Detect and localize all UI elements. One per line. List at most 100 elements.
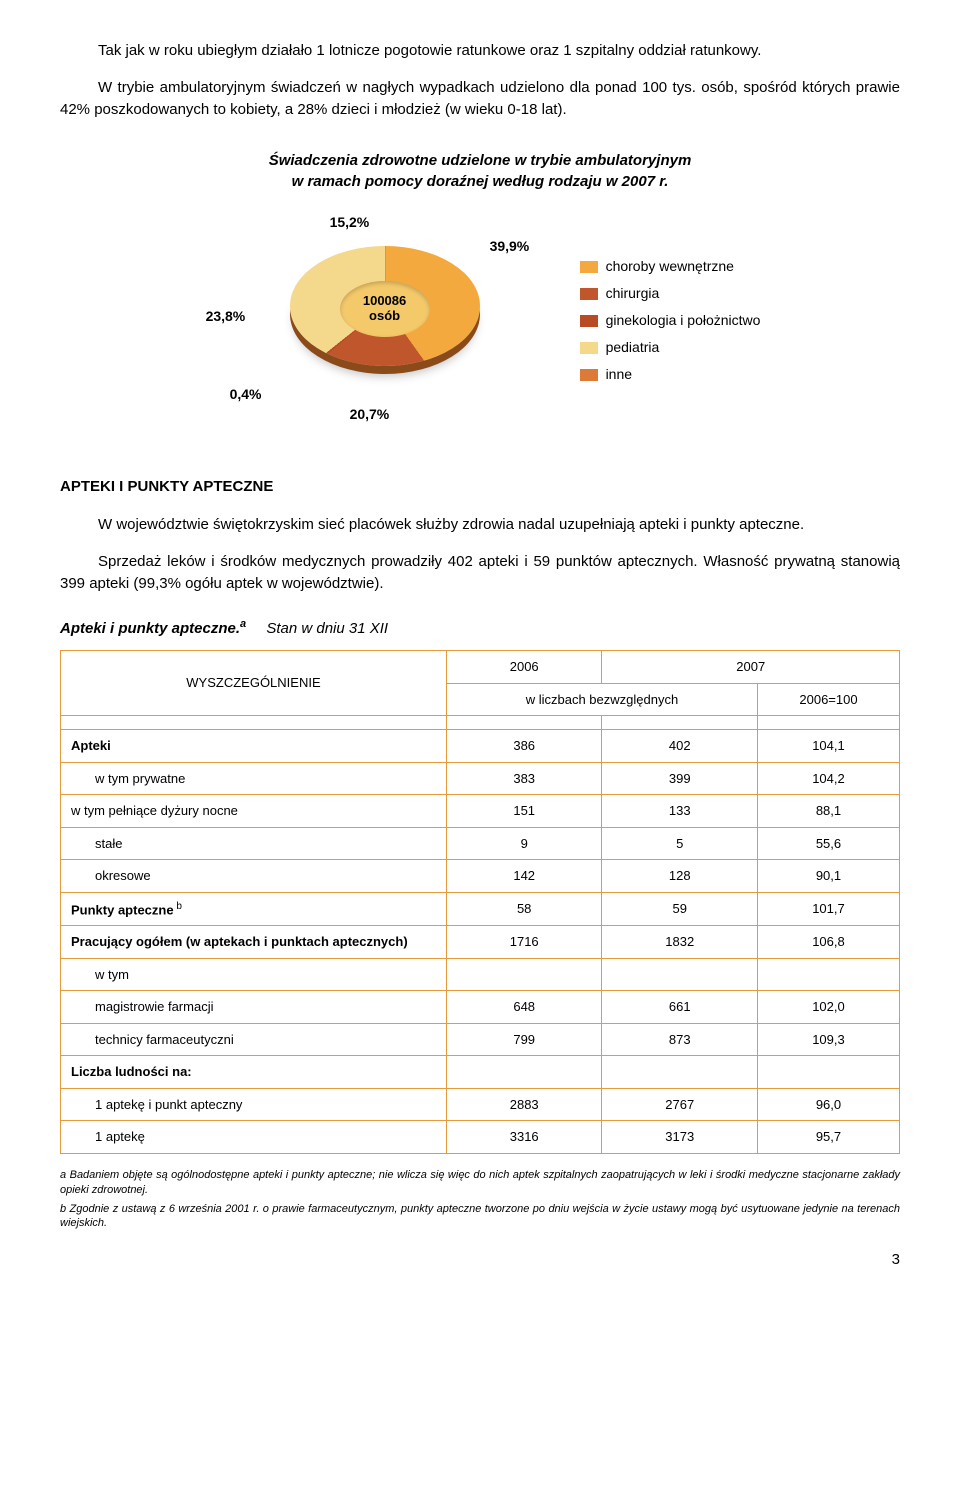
footnote-a: a Badaniem objęte są ogólnodostępne apte… [60,1168,900,1198]
cell-2006: 1716 [446,926,602,959]
table-title: Apteki i punkty apteczne.a Stan w dniu 3… [60,616,900,641]
table-title-text: Apteki i punkty apteczne. [60,620,240,637]
cell-2007: 59 [602,892,758,926]
cell-2007: 2767 [602,1088,758,1121]
footnote-a-text: a Badaniem objęte są ogólnodostępne apte… [60,1169,900,1196]
row-label: w tym pełniące dyżury nocne [61,795,447,828]
legend-item: pediatria [580,337,761,358]
cell-2006: 151 [446,795,602,828]
th-index: 2006=100 [757,683,899,716]
cell-2006: 2883 [446,1088,602,1121]
table-row: w tym prywatne383399104,2 [61,762,900,795]
th-liczby-bezwzgledne: w liczbach bezwzględnych [446,683,757,716]
legend-swatch [580,315,598,327]
legend-swatch [580,342,598,354]
table-row: Apteki386402104,1 [61,730,900,763]
legend-label: choroby wewnętrzne [606,256,734,277]
table-row: w tym [61,958,900,991]
cell-2007 [602,1056,758,1089]
table-title-note: Stan w dniu 31 XII [266,620,388,637]
cell-index [757,958,899,991]
legend-label: ginekologia i położnictwo [606,310,761,331]
legend-label: pediatria [606,337,660,358]
th-wyszczegolnienie: WYSZCZEGÓLNIENIE [61,651,447,716]
legend-item: ginekologia i położnictwo [580,310,761,331]
table-row: Liczba ludności na: [61,1056,900,1089]
legend-label: inne [606,364,632,385]
chart-title: Świadczenia zdrowotne udzielone w trybie… [60,150,900,192]
row-label: w tym [61,958,447,991]
cell-index: 90,1 [757,860,899,893]
legend-swatch [580,288,598,300]
section2-paragraph-2: Sprzedaż leków i środków medycznych prow… [60,551,900,596]
table-row: stałe9555,6 [61,827,900,860]
cell-2007 [602,958,758,991]
cell-2007: 5 [602,827,758,860]
row-label: magistrowie farmacji [61,991,447,1024]
cell-2007: 661 [602,991,758,1024]
row-label: Liczba ludności na: [61,1056,447,1089]
pie-label-238: 23,8% [206,306,246,327]
footnotes: a Badaniem objęte są ogólnodostępne apte… [60,1168,900,1231]
row-label: 1 aptekę [61,1121,447,1154]
row-label: okresowe [61,860,447,893]
legend-label: chirurgia [606,283,660,304]
cell-2006: 58 [446,892,602,926]
cell-2007: 873 [602,1023,758,1056]
legend-item: choroby wewnętrzne [580,256,761,277]
legend-swatch [580,261,598,273]
intro-paragraph-2: W trybie ambulatoryjnym świadczeń w nagł… [60,77,900,122]
table-row: technicy farmaceutyczni799873109,3 [61,1023,900,1056]
row-label: 1 aptekę i punkt apteczny [61,1088,447,1121]
row-label: Apteki [61,730,447,763]
table-row: Punkty apteczne b5859101,7 [61,892,900,926]
cell-index: 88,1 [757,795,899,828]
footnote-b: b Zgodnie z ustawą z 6 września 2001 r. … [60,1202,900,1232]
cell-2006: 142 [446,860,602,893]
row-label: Punkty apteczne b [61,892,447,926]
cell-2007: 3173 [602,1121,758,1154]
cell-2006 [446,958,602,991]
chart-title-line2: w ramach pomocy doraźnej według rodzaju … [292,173,669,190]
cell-2006: 9 [446,827,602,860]
row-label: w tym prywatne [61,762,447,795]
cell-index: 109,3 [757,1023,899,1056]
section-heading-apteki: APTEKI I PUNKTY APTECZNE [60,476,900,499]
intro-paragraph-1: Tak jak w roku ubiegłym działało 1 lotni… [60,40,900,63]
cell-2007: 402 [602,730,758,763]
cell-2006: 3316 [446,1121,602,1154]
cell-2006: 648 [446,991,602,1024]
chart-title-line1: Świadczenia zdrowotne udzielone w trybie… [269,152,692,169]
table-title-sup: a [240,618,246,630]
page-number: 3 [60,1249,900,1272]
cell-2006: 386 [446,730,602,763]
row-label: technicy farmaceutyczni [61,1023,447,1056]
pie-center-value: 100086 [363,294,406,309]
pie-chart: 100086 osób 15,2% 39,9% 23,8% 0,4% 20,7%… [60,206,900,436]
row-label: Pracujący ogółem (w aptekach i punktach … [61,926,447,959]
pie-chart-canvas: 100086 osób 15,2% 39,9% 23,8% 0,4% 20,7% [200,206,560,436]
table-row: 1 aptekę i punkt apteczny2883276796,0 [61,1088,900,1121]
cell-index: 101,7 [757,892,899,926]
pie-center-unit: osób [369,309,400,324]
cell-index: 96,0 [757,1088,899,1121]
footnote-b-text: b Zgodnie z ustawą z 6 września 2001 r. … [60,1203,900,1230]
pie-label-399: 39,9% [490,236,530,257]
cell-2006: 383 [446,762,602,795]
cell-2007: 399 [602,762,758,795]
pie-label-04: 0,4% [230,384,262,405]
cell-2006 [446,1056,602,1089]
cell-2007: 128 [602,860,758,893]
cell-index: 55,6 [757,827,899,860]
cell-index: 106,8 [757,926,899,959]
cell-2006: 799 [446,1023,602,1056]
table-row: 1 aptekę3316317395,7 [61,1121,900,1154]
legend-item: chirurgia [580,283,761,304]
pie-label-152: 15,2% [330,212,370,233]
legend-item: inne [580,364,761,385]
pie-legend: choroby wewnętrzne chirurgia ginekologia i… [580,256,761,385]
cell-index: 104,1 [757,730,899,763]
th-2006: 2006 [446,651,602,684]
cell-2007: 1832 [602,926,758,959]
cell-index: 102,0 [757,991,899,1024]
